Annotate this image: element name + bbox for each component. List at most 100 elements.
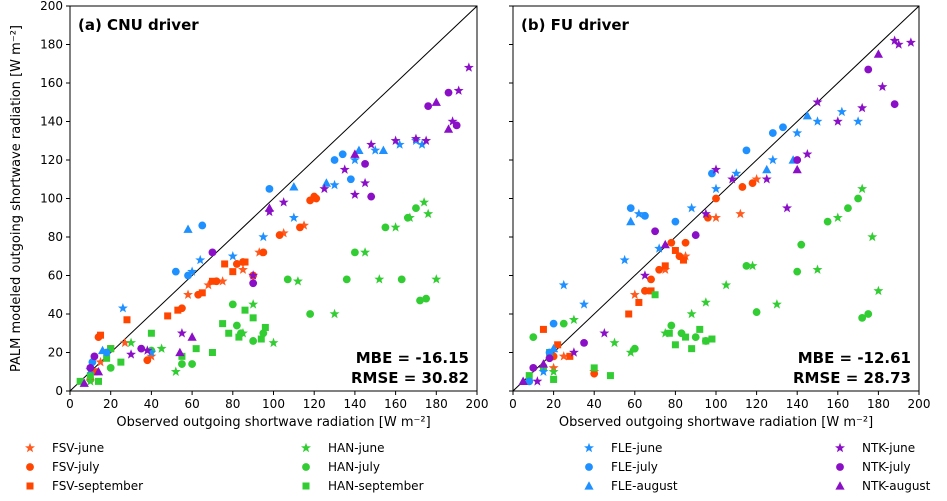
x-tick-label: 160 xyxy=(384,397,407,411)
data-point xyxy=(518,376,528,385)
data-point xyxy=(452,121,461,130)
data-point xyxy=(640,270,650,280)
legend-marker xyxy=(301,442,311,453)
data-point xyxy=(768,129,777,137)
legend-label: FSV-june xyxy=(52,441,104,455)
data-point xyxy=(235,333,243,341)
legend-item: HAN-june xyxy=(301,441,384,455)
data-point xyxy=(417,139,427,149)
data-point xyxy=(655,265,664,274)
data-point xyxy=(651,291,659,299)
data-point xyxy=(411,133,421,144)
data-point xyxy=(661,262,669,270)
data-point xyxy=(289,182,299,191)
data-point xyxy=(873,285,884,296)
data-point xyxy=(671,217,680,226)
data-point xyxy=(559,319,568,328)
data-point xyxy=(349,189,360,199)
series-FSV-july xyxy=(549,179,757,378)
data-point xyxy=(249,314,257,322)
data-point xyxy=(681,238,690,247)
data-point xyxy=(232,321,241,330)
series-HAN-september xyxy=(76,306,269,385)
data-point xyxy=(147,329,155,337)
data-point xyxy=(123,316,131,324)
data-point xyxy=(858,313,867,322)
data-point xyxy=(143,356,152,365)
data-point xyxy=(665,329,673,337)
data-point xyxy=(85,376,96,386)
data-point xyxy=(671,341,679,349)
legend-label: NTK-july xyxy=(862,460,911,474)
data-point xyxy=(735,208,746,219)
data-point xyxy=(893,39,904,49)
data-point xyxy=(346,175,355,184)
data-point xyxy=(394,139,405,149)
legend-item: FSV-september xyxy=(26,479,143,493)
data-point xyxy=(146,347,157,357)
data-point xyxy=(86,364,95,372)
legend-marker xyxy=(835,481,845,490)
data-point xyxy=(823,217,832,226)
data-point xyxy=(94,377,102,385)
panel-title: (a) CNU driver xyxy=(78,16,199,34)
data-point xyxy=(590,369,599,378)
data-point xyxy=(721,279,732,290)
data-point xyxy=(844,204,852,213)
data-point xyxy=(248,299,259,309)
y-tick-label: 160 xyxy=(40,76,63,90)
data-point xyxy=(742,146,751,155)
data-point xyxy=(647,275,655,284)
data-point xyxy=(378,145,388,154)
series-HAN-june xyxy=(548,183,884,376)
x-axis-title: Observed outgoing shortwave radiation [W… xyxy=(559,415,873,430)
data-point xyxy=(188,360,197,368)
data-point xyxy=(742,261,751,270)
data-point xyxy=(217,276,228,286)
data-point xyxy=(397,275,406,284)
data-point xyxy=(554,341,562,349)
data-point xyxy=(178,352,186,360)
data-point xyxy=(338,150,347,159)
data-point xyxy=(264,203,275,212)
data-point xyxy=(660,239,670,249)
legend-item: NTK-august xyxy=(835,479,931,493)
legend-item: NTK-june xyxy=(835,441,915,455)
legend-marker xyxy=(26,482,34,490)
y-tick-label: 140 xyxy=(40,115,63,129)
x-tick-label: 40 xyxy=(144,397,159,411)
data-point xyxy=(117,303,128,313)
x-tick-label: 180 xyxy=(867,397,890,411)
data-point xyxy=(590,364,598,372)
data-point xyxy=(278,197,289,207)
data-point xyxy=(609,337,620,348)
data-point xyxy=(265,184,274,193)
data-point xyxy=(761,174,772,184)
data-point xyxy=(680,251,691,261)
series-FLE-august xyxy=(97,145,388,355)
panel-title: (b) FU driver xyxy=(521,16,630,34)
data-point xyxy=(782,202,792,213)
data-point xyxy=(367,192,376,201)
data-point xyxy=(443,124,454,133)
legend-label: HAN-september xyxy=(328,479,424,493)
data-point xyxy=(889,35,900,45)
legend-item: NTK-july xyxy=(836,460,911,474)
data-point xyxy=(176,328,187,338)
data-point xyxy=(549,319,558,328)
mbe-stat: MBE = -12.61 xyxy=(798,349,911,367)
y-tick-label: 180 xyxy=(40,38,63,52)
data-point xyxy=(403,213,412,222)
data-point xyxy=(779,123,787,132)
legend-item: FLE-june xyxy=(584,441,662,455)
data-point xyxy=(626,204,635,213)
data-point xyxy=(702,337,710,345)
data-point xyxy=(700,297,711,307)
y-tick-label: 40 xyxy=(48,307,63,321)
data-point xyxy=(890,100,899,109)
data-point xyxy=(90,368,98,376)
data-point xyxy=(192,345,200,353)
data-point xyxy=(381,223,390,232)
data-point xyxy=(142,345,153,355)
series-NTK-july xyxy=(529,65,899,372)
